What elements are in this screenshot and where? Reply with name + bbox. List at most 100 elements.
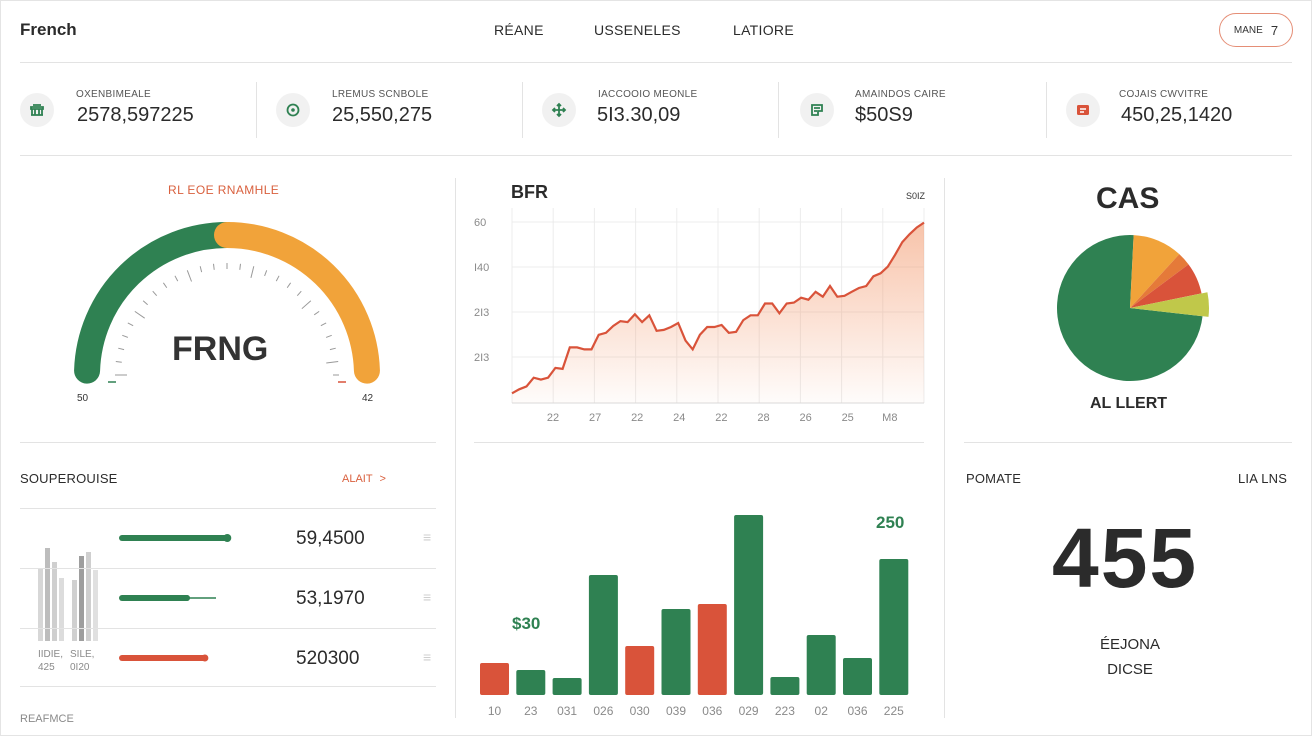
bar [806,635,836,695]
list-divider [20,508,436,509]
bar-tick-label: 030 [630,704,650,718]
gauge-tick [186,270,193,282]
gauge-tick [174,275,179,282]
kpi-sub-line-2: DICSE [1107,661,1153,678]
bar-tick-label: 031 [557,704,577,718]
resource-list-title: SOUPEROUISE [20,471,118,486]
kpi-right-label: LIA LNS [1238,471,1288,486]
list-item[interactable]: 59,4500 ≡ [118,520,436,558]
stat-label: LREMUS SCNBOLE [332,89,429,100]
nav-item-latiore[interactable]: LATIORE [733,22,794,38]
menu-icon[interactable]: ≡ [423,529,432,545]
list-item[interactable]: 53,1970 ≡ [118,580,436,618]
bar-annotation-left: $30 [512,614,541,633]
stat-card[interactable]: OXENBIMEALE 2578,597225 [20,78,256,142]
gauge-tick [320,322,327,327]
bar-tick-label: 02 [815,704,829,718]
gauge-tick [142,300,148,306]
menu-icon[interactable]: ≡ [423,649,432,665]
stat-label: COJAIS CWVITRE [1119,89,1209,100]
stat-label: AMAINDOS CAIRE [855,89,946,100]
list-divider [20,628,436,629]
stat-value: 25,550,275 [332,104,433,126]
gauge-tick [239,263,241,270]
brand-title: French [20,20,77,39]
gauge-center-text: FRNG [172,330,269,368]
gauge-tick [329,347,336,351]
stat-card[interactable]: COJAIS CWVITRE 450,25,1420 [1066,78,1292,142]
y-tick-label: 60 [474,217,486,229]
pie-slice [1130,254,1189,308]
section-divider [20,442,436,443]
progress-bar [119,654,209,662]
gauge-tick [122,334,129,338]
target-icon [276,93,310,127]
line-chart: 60 I40 2I3 2I3 22 27 22 24 22 28 26 25 M8 [474,208,925,424]
y-tick-label: I40 [474,262,489,274]
alert-link[interactable]: ALAIT > [342,473,386,485]
menu-icon[interactable]: ≡ [423,589,432,605]
row-value: 53,1970 [296,588,365,609]
gauge-tick [275,275,280,282]
bar-tick-label: 23 [524,704,538,718]
gauge-tick [326,361,339,364]
gauge-tick [152,290,158,296]
pie-slice [1130,264,1202,308]
row-value: 520300 [296,648,360,669]
bar [843,658,872,695]
nav-item-reane[interactable]: RÉANE [494,22,544,38]
x-tick-label: 24 [673,412,685,424]
line-chart-end-label: S0IZ [906,191,926,201]
stat-card[interactable]: IACCOOIO MEONLE 5I3.30,09 [542,78,778,142]
progress-bar [119,534,232,542]
pie-slice [1130,235,1180,308]
gauge-tick [313,310,320,316]
column-divider [944,178,945,718]
gauge-tick [301,300,312,310]
gauge-tick [325,334,332,338]
bar-tick-label: 039 [666,704,686,718]
bar [625,646,655,695]
bar [661,609,691,695]
y-tick-label: 2I3 [474,352,489,364]
stat-card[interactable]: AMAINDOS CAIRE $50S9 [800,78,1046,142]
list-divider [20,686,436,687]
bar-tick-label: 029 [739,704,759,718]
section-divider [964,442,1292,443]
pie-slice [1130,292,1209,317]
stats-divider [20,155,1292,156]
pie-chart [1057,235,1209,381]
kpi-sub-line-1: ÉEJONA [1099,636,1160,653]
bar [770,677,800,695]
gauge-tick [127,322,134,327]
bar [697,604,727,695]
kpi-value: 455 [1052,511,1199,605]
bar [588,575,618,695]
pie-caption: AL LLERT [1090,395,1168,412]
header-divider [20,62,1292,63]
gauge-tick [213,263,215,270]
bar [552,678,582,695]
gauge-high-arc [214,222,380,384]
alert-link-label: ALAIT [342,473,373,485]
bar-tick-label: 223 [775,704,795,718]
bar-tick-label: 10 [488,704,502,718]
gauge-tick [286,282,292,289]
list-item[interactable]: 520300 ≡ [118,640,436,678]
x-tick-label: 28 [757,412,769,424]
bar-annotation-right: 250 [876,513,905,532]
user-menu-count: 7 [1270,22,1279,38]
bar [879,559,909,695]
nav-item-usseneles[interactable]: USSENELES [594,22,681,38]
gauge-ticks [108,263,346,383]
gauge-low-arc [74,222,240,384]
x-tick-label: 22 [547,412,559,424]
stat-card[interactable]: LREMUS SCNBOLE 25,550,275 [276,78,522,142]
line-chart-title: BFR [511,182,548,202]
user-menu-button[interactable]: MANE 7 [1219,13,1293,47]
column-divider [455,178,456,718]
report-icon [1066,93,1100,127]
gauge-tick [134,310,145,319]
stat-value: $50S9 [855,104,913,126]
x-tick-label: 26 [799,412,811,424]
